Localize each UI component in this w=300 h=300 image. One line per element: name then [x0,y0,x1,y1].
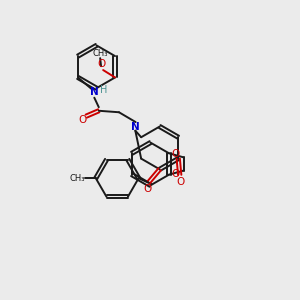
Text: O: O [78,115,86,125]
Text: H: H [100,85,107,95]
Text: N: N [90,87,99,97]
Text: O: O [171,169,180,179]
Text: O: O [176,176,184,187]
Text: CH₃: CH₃ [70,174,85,183]
Text: CH₃: CH₃ [92,49,108,58]
Text: N: N [131,122,140,131]
Text: O: O [171,149,180,159]
Text: O: O [97,59,105,69]
Text: O: O [144,184,152,194]
